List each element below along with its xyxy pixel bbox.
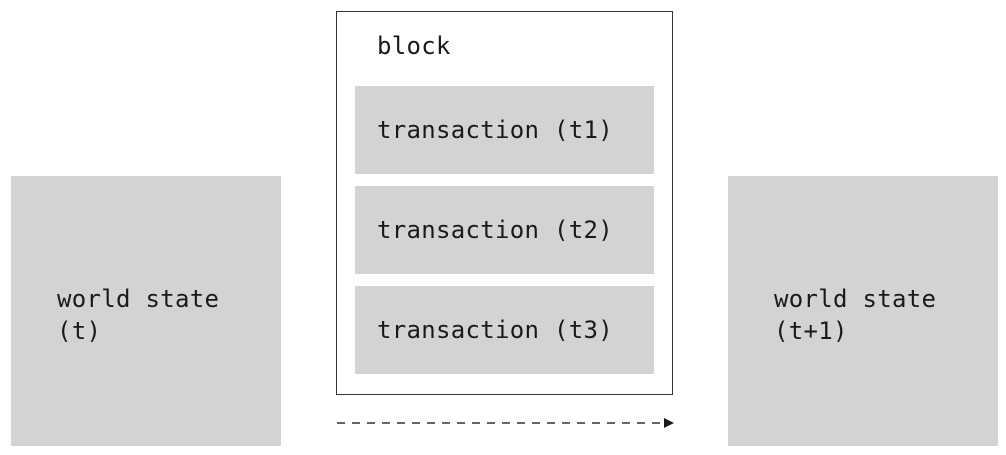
world-state-t-plus-1-label: world state (t+1) (774, 283, 936, 347)
world-state-t-box: world state (t) (11, 176, 281, 446)
transaction-t3-box: transaction (t3) (355, 286, 654, 374)
world-state-t-label: world state (t) (57, 283, 219, 347)
block-label: block (377, 32, 451, 60)
world-state-t-line2: (t) (57, 317, 102, 345)
transaction-t2-box: transaction (t2) (355, 186, 654, 274)
transaction-t3-label: transaction (t3) (377, 316, 613, 344)
world-state-t-plus-1-box: world state (t+1) (728, 176, 998, 446)
dashed-arrow-head (664, 418, 674, 428)
block-container: block transaction (t1) transaction (t2) … (336, 11, 673, 395)
dashed-arrow-icon (337, 418, 674, 428)
world-state-t-plus-1-line2: (t+1) (774, 317, 848, 345)
transaction-t1-label: transaction (t1) (377, 116, 613, 144)
world-state-t-line1: world state (57, 285, 220, 313)
transaction-t2-label: transaction (t2) (377, 216, 613, 244)
world-state-t-plus-1-line1: world state (774, 285, 937, 313)
transaction-t1-box: transaction (t1) (355, 86, 654, 174)
